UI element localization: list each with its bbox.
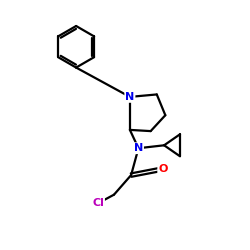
Text: N: N bbox=[125, 92, 134, 102]
Text: Cl: Cl bbox=[92, 198, 104, 208]
Text: N: N bbox=[134, 143, 143, 153]
Text: O: O bbox=[158, 164, 168, 174]
